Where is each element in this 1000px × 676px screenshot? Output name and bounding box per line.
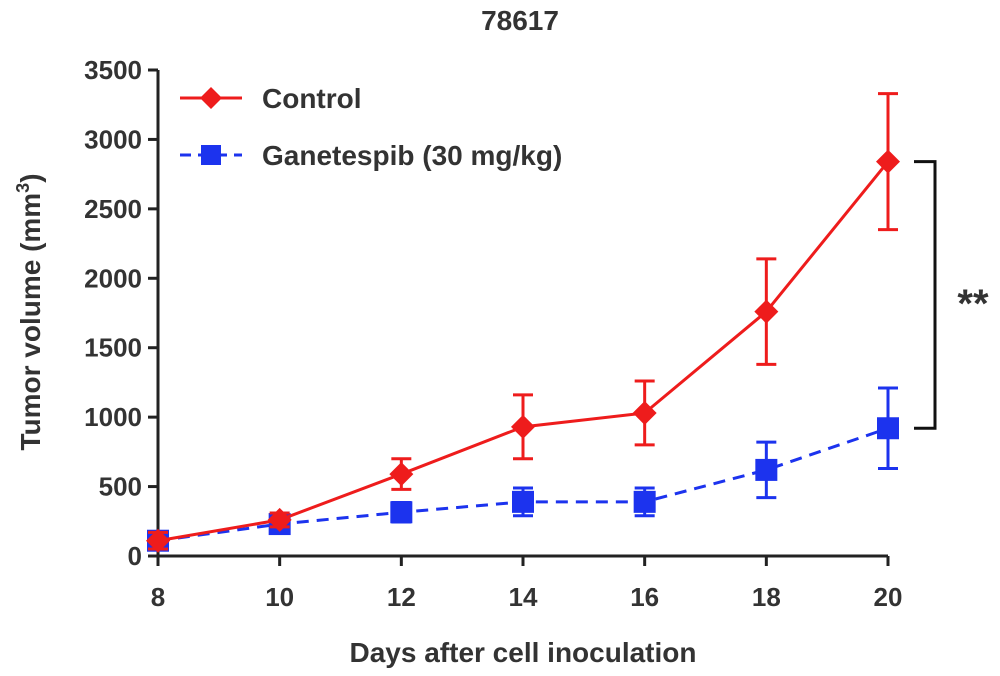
- significance-annotation: **: [914, 160, 989, 430]
- control-point: [389, 462, 414, 487]
- legend-item-ganetespib: Ganetespib (30 mg/kg): [180, 140, 562, 171]
- x-tick-label: 16: [630, 582, 659, 612]
- x-tick-label: 20: [874, 582, 903, 612]
- control-point: [267, 507, 292, 532]
- ganetespib-point: [755, 458, 778, 481]
- legend-ganetespib-marker: [201, 145, 221, 165]
- series-layer: [146, 92, 900, 553]
- x-tick-label: 18: [752, 582, 781, 612]
- x-tick-label: 12: [387, 582, 416, 612]
- significance-label: **: [957, 282, 989, 326]
- legend-control-label: Control: [262, 83, 362, 114]
- y-axis-title: Tumor volume (mm3): [13, 173, 46, 450]
- y-tick-label: 3000: [84, 124, 142, 154]
- x-tick-label: 8: [151, 582, 165, 612]
- x-tick-label: 14: [509, 582, 538, 612]
- y-tick-label: 1500: [84, 333, 142, 363]
- control-point: [754, 299, 779, 324]
- y-tick-label: 500: [99, 472, 142, 502]
- y-axis-title-superscript: 3: [13, 183, 33, 193]
- control-point: [876, 149, 900, 174]
- control-point: [511, 414, 535, 439]
- control-point: [146, 528, 170, 553]
- legend-item-control: Control: [180, 83, 362, 114]
- control-line: [157, 160, 890, 543]
- control-point: [632, 400, 657, 425]
- ganetespib-point: [877, 417, 899, 440]
- legend: Control Ganetespib (30 mg/kg): [180, 83, 562, 171]
- y-ticks: 0 500 1000 1500 2000 2500 3000 3500: [84, 55, 158, 571]
- y-tick-label: 2500: [84, 194, 142, 224]
- significance-bracket: [914, 160, 937, 430]
- x-ticks: 8 10 12 14 16 18 20: [151, 556, 903, 612]
- y-tick-label: 1000: [84, 402, 142, 432]
- legend-ganetespib-label: Ganetespib (30 mg/kg): [262, 140, 562, 171]
- y-tick-label: 3500: [84, 55, 142, 85]
- chart-title: 78617: [481, 5, 559, 36]
- y-tick-label: 0: [128, 541, 142, 571]
- ganetespib-point: [390, 501, 413, 524]
- x-axis-title: Days after cell inoculation: [350, 637, 697, 668]
- series-control: [146, 92, 900, 553]
- y-tick-label: 2000: [84, 263, 142, 293]
- ganetespib-point: [633, 490, 656, 513]
- x-tick-label: 10: [265, 582, 294, 612]
- ganetespib-point: [512, 490, 534, 513]
- legend-control-marker: [200, 87, 222, 109]
- y-axis-title-main: Tumor volume (mm: [15, 193, 46, 451]
- y-axis-title-suffix: ): [15, 173, 46, 182]
